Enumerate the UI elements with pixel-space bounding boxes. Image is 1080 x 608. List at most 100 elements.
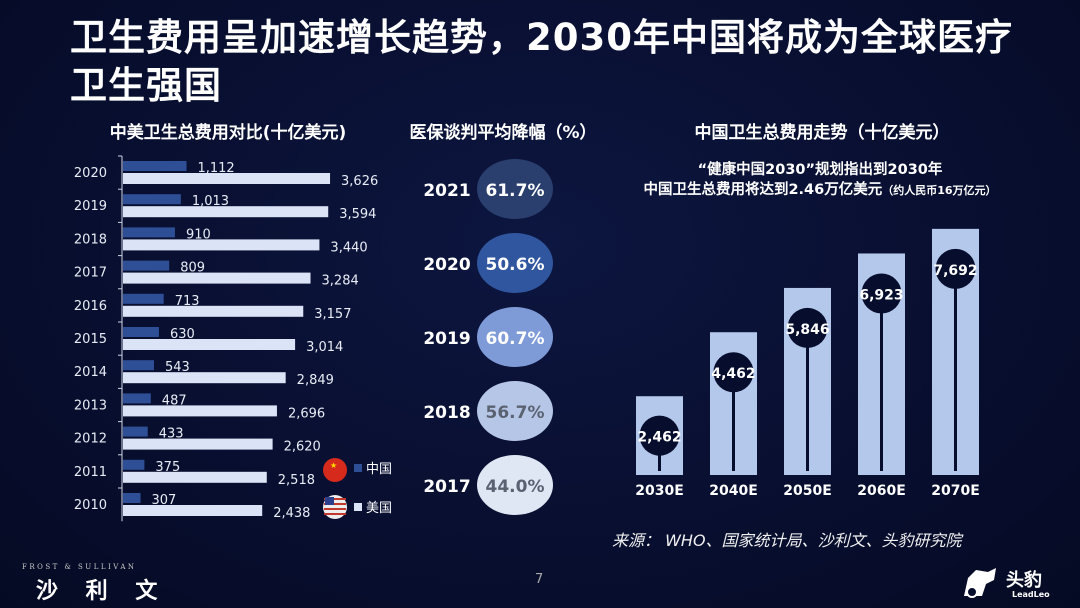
bar-value-label: 4,462 [711,366,755,382]
usa-value-label: 2,849 [297,373,334,388]
x-tick-label: 2040E [709,483,758,499]
year-label: 2019 [423,329,470,349]
y-tick-label: 2012 [74,432,107,447]
china-value-label: 543 [165,360,190,375]
projection-note: “健康中国2030”规划指出到2030年 中国卫生总费用将达到2.46万亿美元（… [600,160,1040,201]
y-tick-label: 2018 [74,232,107,247]
usa-flag-canton [325,497,334,505]
bar-value-label: 7,692 [933,263,977,279]
reduction-bubble [477,307,553,367]
y-tick-label: 2016 [74,299,107,314]
legend-china-label: 中国 [366,462,392,477]
reduction-value: 56.7% [486,403,545,423]
china-bar [123,493,141,503]
china-bar [123,293,164,304]
frost-sullivan-logo-cn: 沙 利 文 [36,579,168,604]
usa-value-label: 3,014 [306,340,343,355]
china-value-label: 307 [152,493,177,508]
usa-value-label: 2,438 [273,506,310,521]
reduction-bubble [477,159,553,219]
x-tick-label: 2030E [635,483,684,499]
china-bar [123,327,159,337]
usa-flag-stripe [324,513,346,515]
legend-usa-label: 美国 [366,501,392,516]
china-value-label: 487 [162,393,187,408]
china-value-label: 713 [175,294,200,309]
y-tick-label: 2019 [74,199,107,214]
leadleo-logo-cn: 头豹 [1006,570,1042,591]
y-tick-label: 2014 [74,365,107,380]
usa-bar [123,272,311,284]
china-value-label: 375 [155,460,180,475]
usa-value-label: 2,620 [284,440,321,455]
x-tick-label: 2070E [931,483,980,499]
usa-value-label: 2,696 [288,406,325,421]
year-label: 2020 [423,255,470,275]
year-label: 2017 [423,477,470,497]
reduction-bubble [477,233,553,293]
usa-value-label: 3,284 [322,274,359,289]
bar-value-label: 5,846 [785,322,829,338]
reduction-value: 44.0% [486,477,545,497]
china-value-label: 433 [159,427,184,442]
y-tick-label: 2020 [74,166,107,181]
usa-bar [123,372,286,384]
x-tick-label: 2050E [783,483,832,499]
page-number: 7 [535,572,544,587]
usa-value-label: 2,518 [278,473,315,488]
year-label: 2018 [423,403,470,423]
china-bar [123,194,181,205]
usa-value-label: 3,157 [314,307,351,322]
value-bubble [861,273,902,314]
reduction-value: 50.6% [486,255,545,275]
china-flag-icon [323,458,347,482]
year-label: 2021 [423,181,470,201]
left-chart-title: 中美卫生总费用对比(十亿美元) [109,123,347,143]
usa-bar [123,173,331,184]
usa-bar [123,305,304,317]
china-bar [123,161,187,171]
y-tick-label: 2010 [74,498,107,513]
usa-bar [123,339,296,350]
china-bar [123,459,145,470]
y-tick-label: 2017 [74,266,107,281]
slide-title: 卫生费用呈加速增长趋势，2030年中国将成为全球医疗卫生强国 [70,16,1013,107]
usa-bar [123,438,273,450]
y-tick-label: 2011 [74,465,107,480]
china-value-label: 809 [180,261,205,276]
china-bar [123,260,170,271]
reduction-value: 60.7% [486,329,545,349]
note-line2: 中国卫生总费用将达到2.46万亿美元 [643,182,883,198]
usa-bar [123,405,277,417]
note-line2-small: （约人民币16万亿元） [882,184,997,197]
china-bar [123,360,155,371]
value-bubble [787,307,828,348]
frost-sullivan-logo-en: FROST & SULLIVAN [22,563,137,571]
source-text: 来源： WHO、国家统计局、沙利文、头豹研究院 [612,531,962,550]
usa-flag-stripe [324,498,346,500]
usa-bar [123,505,263,516]
usa-value-label: 3,440 [330,240,367,255]
bar-value-label: 6,923 [859,287,903,303]
china-bar [123,227,175,238]
value-bubble [713,352,754,393]
china-value-label: 1,013 [192,194,229,209]
china-value-label: 1,112 [197,161,234,176]
usa-value-label: 3,594 [339,207,376,222]
bar-value-label: 2,462 [637,430,681,446]
china-flag-star: ★ [330,461,337,470]
reduction-bubble [477,381,553,441]
value-bubble [935,248,976,289]
usa-value-label: 3,626 [341,174,378,189]
usa-bar [123,206,329,218]
china-bar [123,426,148,437]
right-chart-title: 中国卫生总费用走势（十亿美元） [694,123,950,143]
reduction-value: 61.7% [486,181,545,201]
usa-flag-stripe [324,503,346,505]
y-tick-label: 2013 [74,398,107,413]
leadleo-logo-en: LeadLeo [1012,590,1050,599]
usa-bar [123,471,267,483]
middle-chart-title: 医保谈判平均降幅（%） [409,123,597,143]
note-line1: “健康中国2030”规划指出到2030年 [697,162,943,178]
